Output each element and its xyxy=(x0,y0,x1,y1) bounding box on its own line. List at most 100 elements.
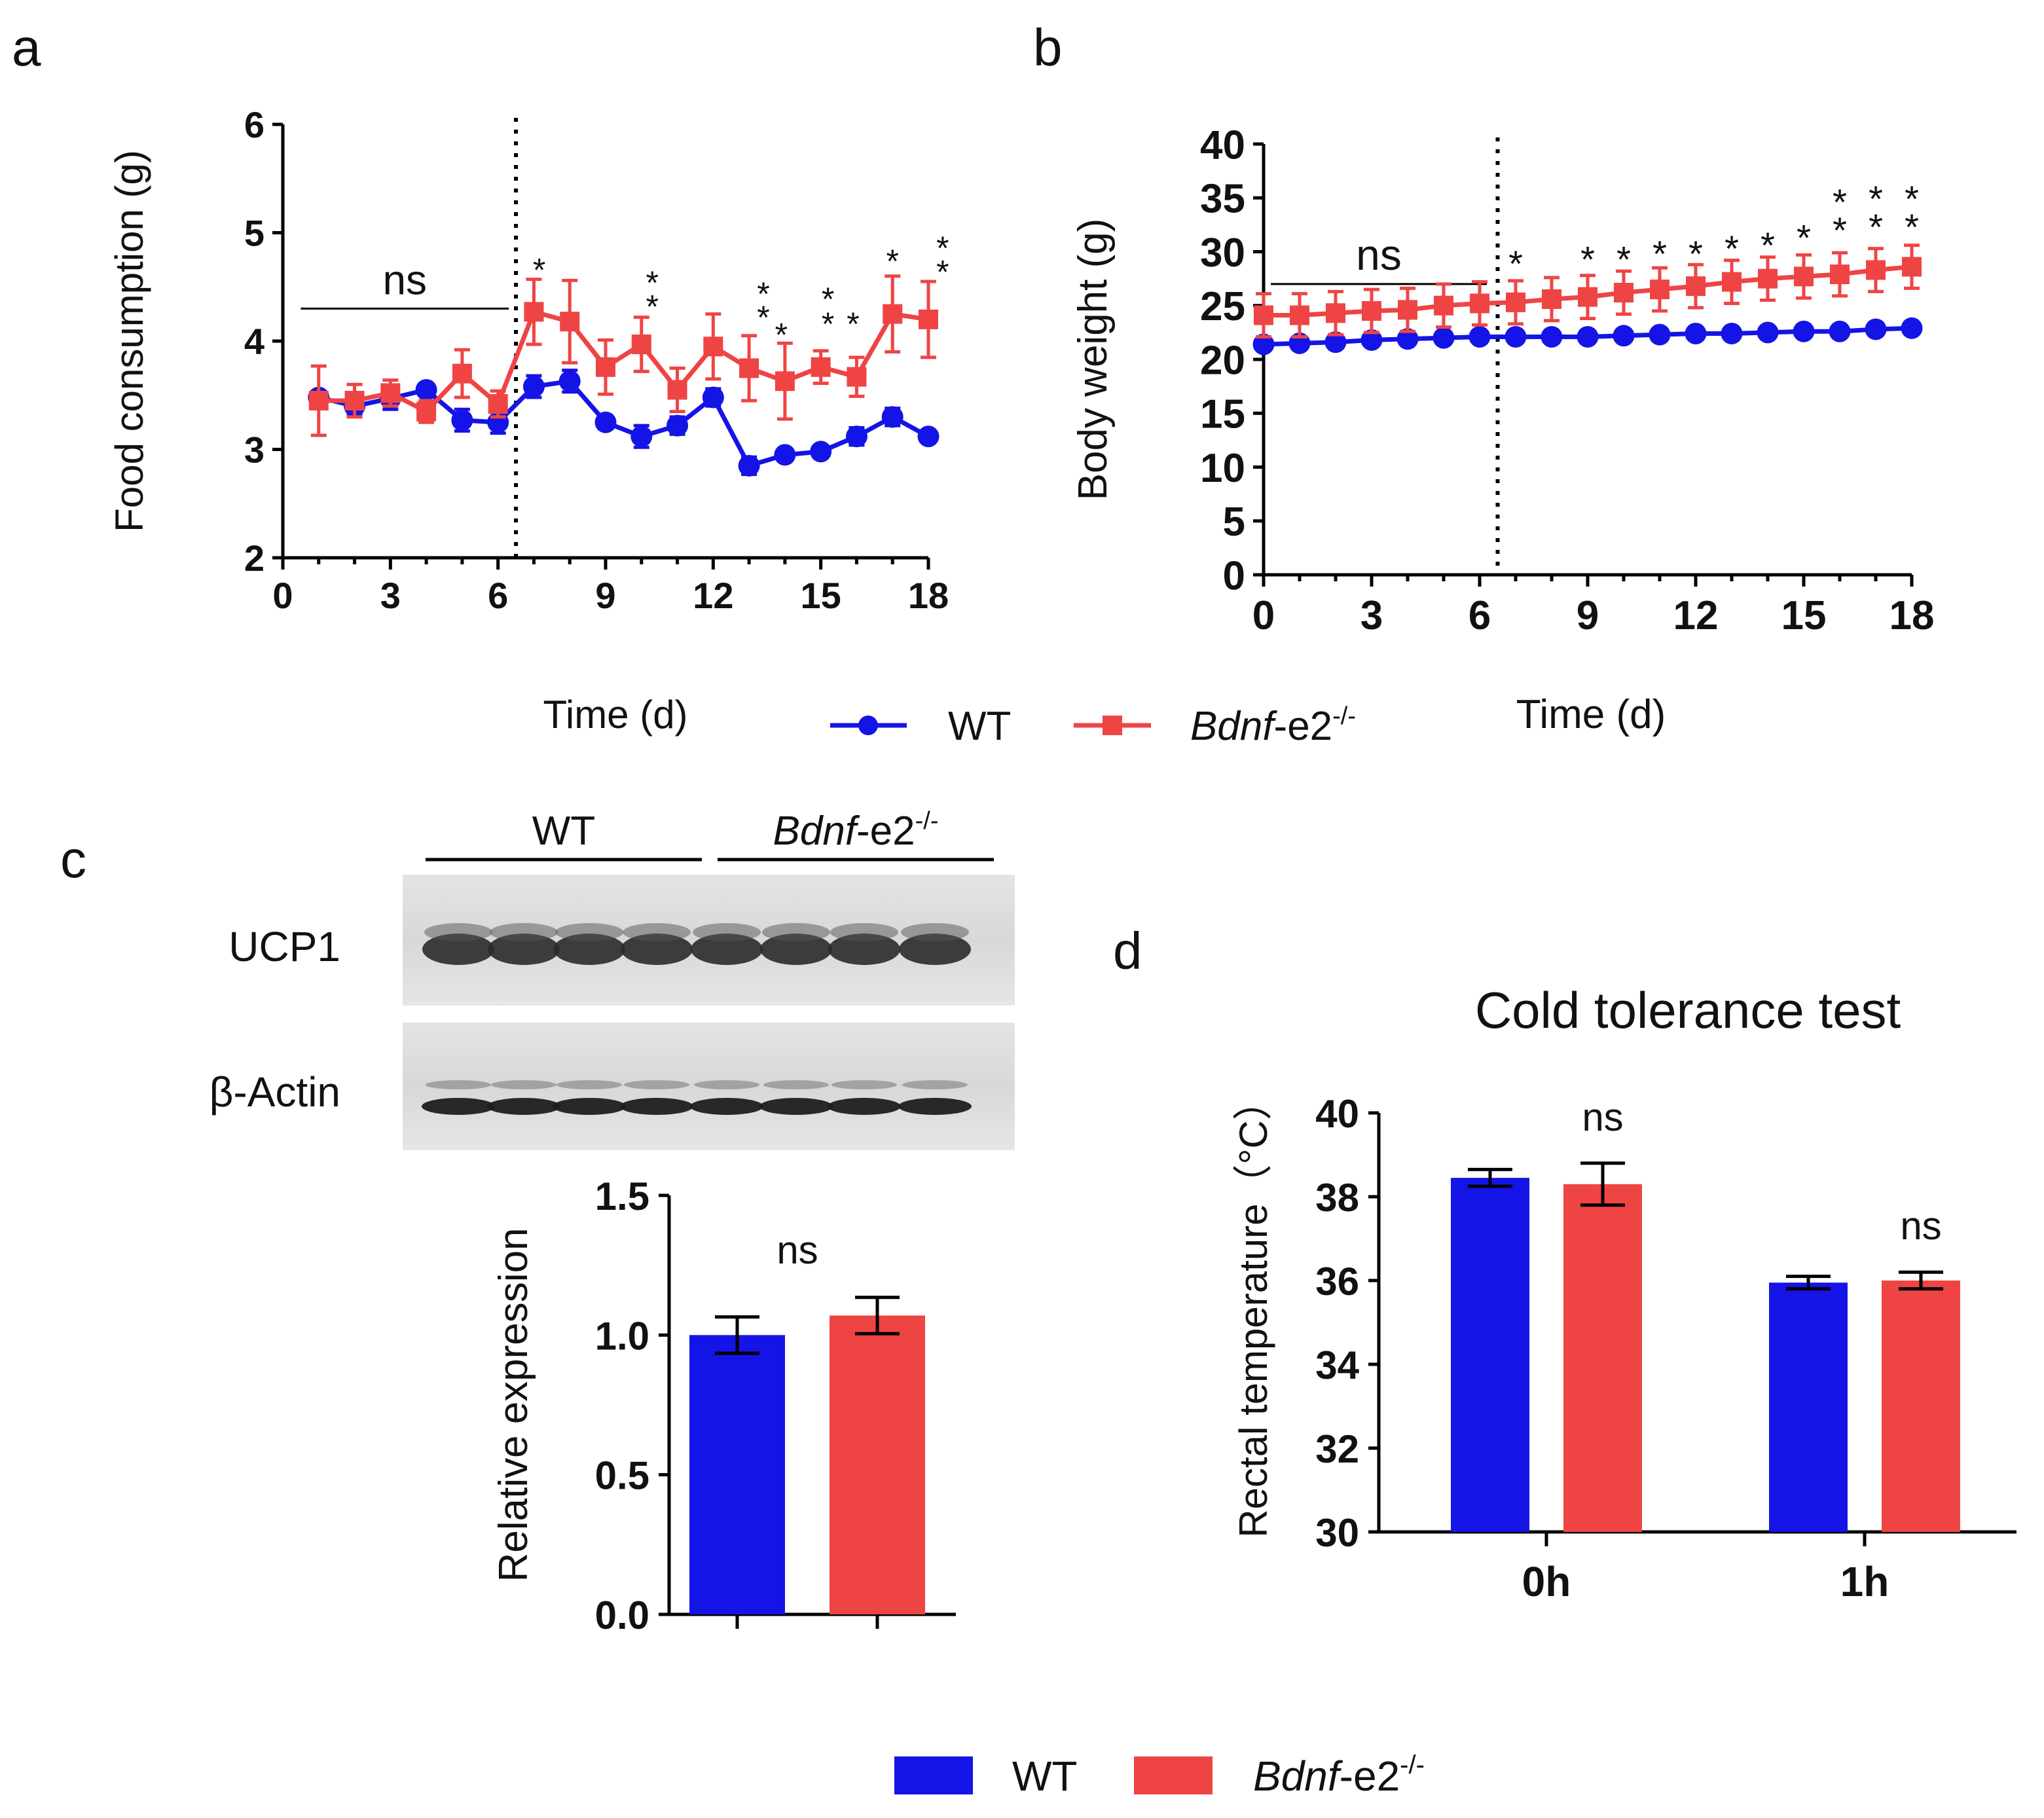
legend-ko-sup: -/- xyxy=(1332,702,1356,730)
x-tick-label: 6 xyxy=(488,575,508,616)
data-point xyxy=(380,383,401,403)
ns-label: ns xyxy=(1900,1204,1941,1248)
data-point xyxy=(883,304,903,324)
data-point xyxy=(1685,323,1707,345)
x-axis-label: Time (d) xyxy=(543,693,687,736)
data-point xyxy=(1578,287,1597,307)
y-tick-label: 1.0 xyxy=(595,1314,649,1358)
x-axis-label: Time (d) xyxy=(1516,692,1666,737)
bar-wt xyxy=(689,1335,785,1614)
ucp1-band-smear xyxy=(901,923,969,941)
y-tick-label: 1.5 xyxy=(595,1174,649,1218)
ucp1-band xyxy=(828,934,900,965)
x-tick-label: 3 xyxy=(1360,593,1383,638)
x-tick-label: 1h xyxy=(1840,1558,1889,1605)
svg-text:b: b xyxy=(1033,18,1063,77)
ucp1-band xyxy=(488,934,560,965)
data-point xyxy=(1865,318,1887,340)
legend-wt-swatch xyxy=(894,1756,973,1794)
data-point xyxy=(1252,333,1275,355)
y-tick-label: 32 xyxy=(1315,1427,1359,1471)
data-point xyxy=(738,454,760,477)
legend-wt-label: WT xyxy=(1012,1753,1078,1800)
data-point xyxy=(1254,305,1273,325)
y-tick-label: 3 xyxy=(244,429,265,471)
y-tick-label: 4 xyxy=(244,321,265,362)
ucp1-band-smear xyxy=(623,923,691,941)
chart-title: Cold tolerance test xyxy=(1475,981,1901,1039)
y-tick-label: 38 xyxy=(1315,1176,1359,1220)
actin-band xyxy=(828,1098,901,1115)
y-tick-label: 40 xyxy=(1315,1092,1359,1136)
data-point xyxy=(1506,292,1525,312)
data-point xyxy=(1577,325,1599,348)
ucp1-band-smear xyxy=(424,923,492,941)
y-tick-label: 25 xyxy=(1200,284,1245,329)
actin-band xyxy=(553,1098,626,1115)
ucp1-band xyxy=(553,934,625,965)
x-tick-label: 15 xyxy=(1781,593,1827,638)
actin-band-faint xyxy=(624,1080,689,1089)
blot-group-label: Bdnf-e2-/- xyxy=(773,807,938,854)
data-point xyxy=(630,426,653,448)
significance-star: * xyxy=(1905,206,1919,247)
ucp1-band xyxy=(691,934,763,965)
data-point xyxy=(594,411,617,433)
data-point xyxy=(1649,323,1671,346)
x-tick-label: 3 xyxy=(380,575,401,616)
actin-band-faint xyxy=(763,1080,829,1089)
y-tick-label: 30 xyxy=(1200,230,1245,276)
data-point xyxy=(1866,260,1886,280)
data-point xyxy=(917,426,940,448)
legend-ko-sup: -/- xyxy=(1400,1751,1425,1779)
data-point xyxy=(666,414,689,437)
significance-star: * xyxy=(847,306,859,342)
data-point xyxy=(1470,293,1489,314)
x-tick-label: 12 xyxy=(693,575,733,616)
data-point xyxy=(524,302,544,322)
data-point xyxy=(1793,320,1815,342)
data-point xyxy=(811,357,831,377)
data-point xyxy=(1398,300,1417,320)
blot-group-sup: -/- xyxy=(915,807,939,835)
svg-text:d: d xyxy=(1113,922,1142,980)
data-point xyxy=(667,380,687,400)
ucp1-band xyxy=(621,934,693,965)
bar-wt xyxy=(1769,1282,1848,1532)
significance-star: * xyxy=(822,306,834,342)
legend-ko-italic: Bdnf xyxy=(1190,704,1277,749)
chart-a-food-consumption: 2 3 4 5 6 0 3 6 9 12 15 18 Food consumption (g) Time … xyxy=(107,104,949,736)
data-point xyxy=(1360,329,1383,351)
legend-ko-label: Bdnf-e2-/- xyxy=(1253,1751,1425,1800)
significance-star: * xyxy=(822,281,834,318)
significance-star: * xyxy=(886,243,898,280)
legend-ko-marker xyxy=(1103,716,1122,735)
data-point xyxy=(1326,303,1345,323)
svg-text:a: a xyxy=(12,18,41,77)
y-tick-label: 0.5 xyxy=(595,1454,649,1498)
data-point xyxy=(452,363,472,384)
series-line xyxy=(318,378,930,469)
ns-label: ns xyxy=(1582,1095,1623,1139)
data-point xyxy=(810,441,832,463)
ucp1-band-smear xyxy=(693,923,761,941)
data-point xyxy=(1830,264,1850,285)
y-tick-label: 40 xyxy=(1200,122,1245,168)
x-tick-label: 9 xyxy=(595,575,615,616)
legend-ko-label: Bdnf-e2-/- xyxy=(1190,702,1356,749)
series-wt xyxy=(1252,317,1923,355)
y-axis-label: Body weight (g) xyxy=(1070,219,1116,501)
data-point xyxy=(415,378,437,401)
ucp1-band-smear xyxy=(830,923,898,941)
x-tick-label: 15 xyxy=(801,575,841,616)
significance-star: * xyxy=(1688,233,1703,274)
actin-band-faint xyxy=(902,1080,968,1089)
significance-star: * xyxy=(533,251,545,288)
legend-ko-italic: Bdnf xyxy=(1253,1753,1343,1800)
series-wt xyxy=(308,369,940,477)
y-tick-label: 34 xyxy=(1315,1343,1359,1387)
data-point xyxy=(1686,276,1706,297)
data-point xyxy=(1722,272,1742,292)
data-point xyxy=(1362,300,1381,321)
